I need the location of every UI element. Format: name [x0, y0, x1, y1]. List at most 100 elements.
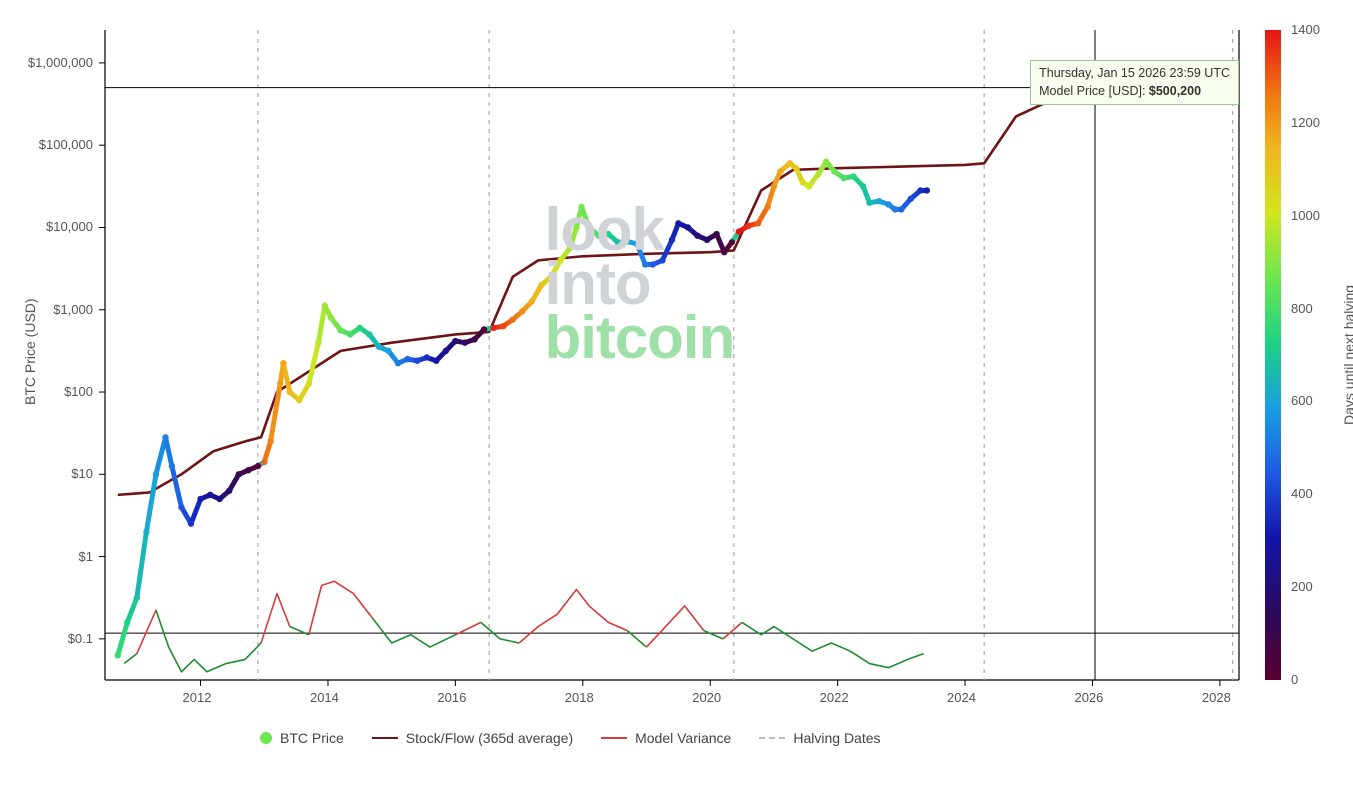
btc-price-point[interactable] — [216, 496, 222, 502]
btc-price-point[interactable] — [197, 496, 203, 502]
btc-price-point[interactable] — [823, 158, 829, 164]
btc-price-point[interactable] — [624, 238, 630, 244]
btc-price-point[interactable] — [236, 471, 242, 477]
btc-price-point[interactable] — [287, 389, 293, 395]
btc-price-point[interactable] — [207, 492, 213, 498]
btc-price-point[interactable] — [433, 358, 439, 364]
btc-price-point[interactable] — [143, 529, 149, 535]
btc-price-point[interactable] — [315, 339, 321, 345]
btc-price-point[interactable] — [806, 183, 812, 189]
btc-price-point[interactable] — [538, 282, 544, 288]
btc-price-point[interactable] — [736, 228, 742, 234]
btc-price-point[interactable] — [787, 160, 793, 166]
legend-item[interactable]: BTC Price — [260, 730, 344, 746]
btc-price-point[interactable] — [481, 326, 487, 332]
btc-price-point[interactable] — [277, 381, 283, 387]
btc-price-point[interactable] — [261, 459, 267, 465]
btc-price-point[interactable] — [650, 261, 656, 267]
btc-price-point[interactable] — [548, 274, 554, 280]
btc-price-point[interactable] — [917, 187, 923, 193]
btc-price-point[interactable] — [615, 239, 621, 245]
btc-price-point[interactable] — [799, 179, 805, 185]
btc-price-point[interactable] — [280, 360, 286, 366]
btc-price-point[interactable] — [490, 325, 496, 331]
btc-price-point[interactable] — [729, 239, 735, 245]
btc-price-point[interactable] — [115, 652, 121, 658]
btc-price-point[interactable] — [898, 206, 904, 212]
btc-price-point[interactable] — [831, 168, 837, 174]
btc-price-point[interactable] — [529, 298, 535, 304]
btc-price-point[interactable] — [866, 200, 872, 206]
plot-area[interactable]: lookintobitcoin — [105, 30, 1239, 680]
btc-price-point[interactable] — [322, 302, 328, 308]
btc-price-point[interactable] — [815, 171, 821, 177]
btc-price-point[interactable] — [424, 354, 430, 360]
btc-price-point[interactable] — [306, 381, 312, 387]
btc-price-point[interactable] — [245, 467, 251, 473]
btc-price-point[interactable] — [162, 434, 168, 440]
btc-price-point[interactable] — [347, 331, 353, 337]
btc-price-point[interactable] — [908, 195, 914, 201]
btc-price-point[interactable] — [586, 224, 592, 230]
btc-price-point[interactable] — [634, 241, 640, 247]
btc-price-point[interactable] — [385, 348, 391, 354]
btc-price-point[interactable] — [462, 339, 468, 345]
btc-price-point[interactable] — [659, 257, 665, 263]
btc-price-point[interactable] — [124, 619, 130, 625]
btc-price-point[interactable] — [573, 224, 579, 230]
btc-price-point[interactable] — [892, 206, 898, 212]
btc-price-point[interactable] — [771, 183, 777, 189]
btc-price-point[interactable] — [793, 165, 799, 171]
btc-price-point[interactable] — [357, 325, 363, 331]
btc-price-point[interactable] — [685, 224, 691, 230]
btc-price-point[interactable] — [500, 323, 506, 329]
btc-price-point[interactable] — [713, 231, 719, 237]
btc-price-point[interactable] — [721, 249, 727, 255]
btc-price-point[interactable] — [860, 183, 866, 189]
btc-price-point[interactable] — [557, 257, 563, 263]
btc-price-point[interactable] — [885, 201, 891, 207]
btc-price-point[interactable] — [395, 360, 401, 366]
btc-price-point[interactable] — [169, 463, 175, 469]
btc-price-point[interactable] — [519, 308, 525, 314]
btc-price-point[interactable] — [452, 338, 458, 344]
btc-price-point[interactable] — [328, 315, 334, 321]
btc-price-point[interactable] — [376, 344, 382, 350]
btc-price-point[interactable] — [841, 175, 847, 181]
btc-price-point[interactable] — [876, 198, 882, 204]
btc-price-point[interactable] — [596, 232, 602, 238]
btc-price-point[interactable] — [694, 232, 700, 238]
btc-price-point[interactable] — [704, 237, 710, 243]
btc-price-point[interactable] — [567, 245, 573, 251]
btc-price-point[interactable] — [510, 316, 516, 322]
btc-price-point[interactable] — [443, 348, 449, 354]
btc-price-point[interactable] — [755, 220, 761, 226]
btc-price-point[interactable] — [578, 204, 584, 210]
btc-price-point[interactable] — [850, 173, 856, 179]
legend-item[interactable]: Halving Dates — [759, 730, 880, 746]
btc-price-point[interactable] — [471, 336, 477, 342]
btc-price-point[interactable] — [153, 471, 159, 477]
btc-price-point[interactable] — [134, 595, 140, 601]
btc-price-point[interactable] — [924, 187, 930, 193]
btc-price-point[interactable] — [669, 237, 675, 243]
variance-line — [742, 622, 924, 667]
btc-price-point[interactable] — [366, 331, 372, 337]
btc-price-point[interactable] — [414, 358, 420, 364]
btc-price-point[interactable] — [255, 463, 261, 469]
btc-price-point[interactable] — [404, 356, 410, 362]
legend-item[interactable]: Stock/Flow (365d average) — [372, 730, 573, 746]
btc-price-point[interactable] — [605, 231, 611, 237]
btc-price-point[interactable] — [745, 223, 751, 229]
btc-price-point[interactable] — [178, 504, 184, 510]
btc-price-point[interactable] — [764, 204, 770, 210]
legend-item[interactable]: Model Variance — [601, 730, 731, 746]
btc-price-point[interactable] — [188, 520, 194, 526]
btc-price-point[interactable] — [267, 438, 273, 444]
btc-price-point[interactable] — [777, 168, 783, 174]
btc-price-point[interactable] — [642, 261, 648, 267]
btc-price-point[interactable] — [296, 397, 302, 403]
btc-price-point[interactable] — [675, 220, 681, 226]
btc-price-point[interactable] — [338, 327, 344, 333]
btc-price-point[interactable] — [226, 488, 232, 494]
